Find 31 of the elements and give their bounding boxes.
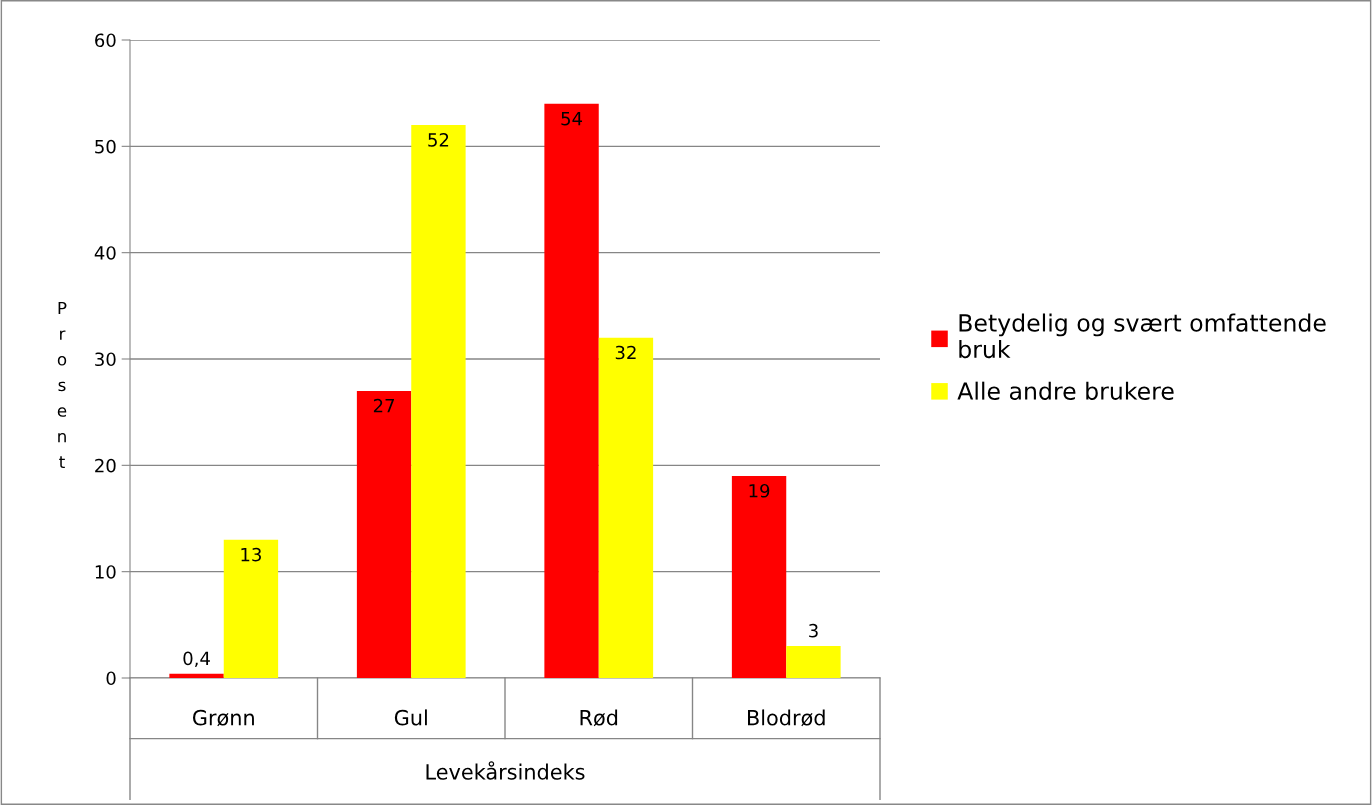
- bar: [169, 673, 224, 678]
- legend-label: Betydelig og svært omfattende bruk: [959, 313, 1326, 359]
- data-label: 32: [615, 345, 636, 360]
- data-label: 54: [561, 112, 583, 126]
- y-tick-label: 0: [106, 671, 116, 686]
- y-tick-label: 30: [95, 352, 116, 367]
- bar: [598, 337, 654, 678]
- data-label: 0,4: [183, 651, 210, 667]
- y-axis-title: Prosent: [57, 301, 67, 468]
- bar: [786, 646, 841, 678]
- x-tick-label: Blodrød: [748, 709, 825, 727]
- y-tick-label: 40: [94, 246, 116, 260]
- x-axis-title: Levekårsindeks: [426, 761, 585, 780]
- data-label: 27: [373, 398, 395, 413]
- y-tick-label: 10: [95, 565, 116, 579]
- bar: [544, 103, 599, 678]
- legend-label: Alle andre brukere: [957, 381, 1174, 400]
- data-label: 19: [749, 483, 770, 498]
- y-tick-label: 20: [95, 458, 116, 473]
- data-label: 13: [241, 547, 261, 562]
- y-tick-label: 60: [95, 33, 116, 48]
- bar: [411, 125, 466, 678]
- bar: [223, 539, 279, 678]
- bar: [731, 475, 787, 678]
- x-tick-label: Grønn: [192, 709, 254, 727]
- x-tick-label: Gul: [394, 709, 427, 726]
- data-label: 52: [428, 133, 449, 147]
- x-tick-label: Rød: [580, 709, 618, 727]
- bar: [356, 390, 412, 678]
- y-tick-label: 50: [95, 139, 116, 154]
- data-label: 3: [809, 623, 818, 638]
